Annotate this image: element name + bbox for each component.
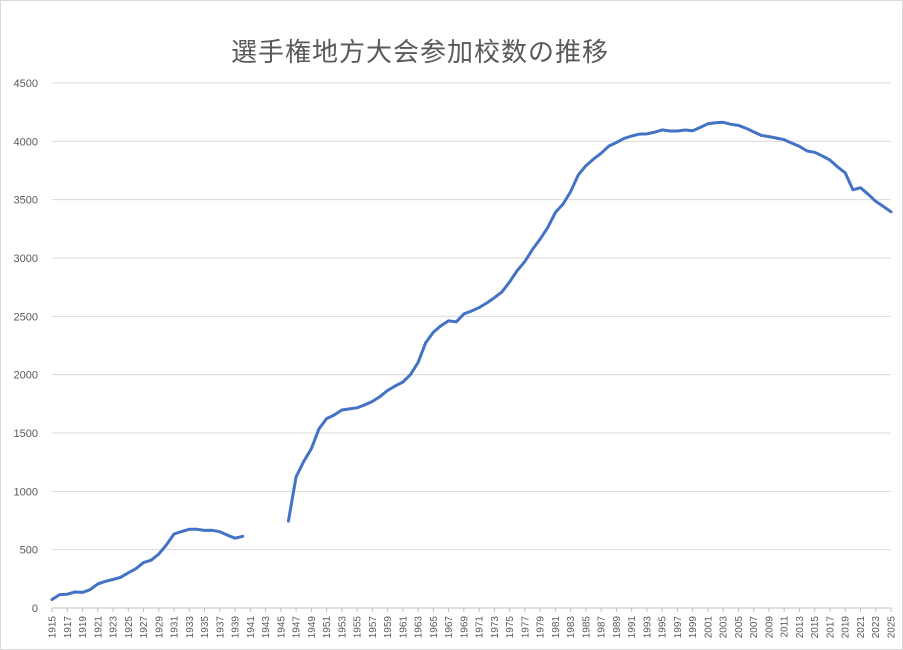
x-tick-label: 1915 xyxy=(48,616,59,639)
y-tick-label: 2000 xyxy=(14,370,38,382)
x-tick-label: 1999 xyxy=(688,616,699,639)
x-tick-label: 1921 xyxy=(93,616,104,639)
x-tick-label: 2025 xyxy=(887,616,898,639)
x-tick-label: 1935 xyxy=(200,616,211,639)
x-tick-label: 2007 xyxy=(749,616,760,639)
x-tick-label: 1919 xyxy=(78,616,89,639)
x-tick-label: 1931 xyxy=(170,616,181,639)
y-tick-label: 3000 xyxy=(14,253,38,265)
x-tick-label: 2001 xyxy=(703,616,714,639)
x-tick-label: 2021 xyxy=(856,616,867,639)
x-tick-label: 1983 xyxy=(566,616,577,639)
x-tick-label: 1961 xyxy=(398,616,409,639)
x-tick-label: 1953 xyxy=(337,616,348,639)
x-tick-label: 2015 xyxy=(810,616,821,639)
y-tick-label: 1000 xyxy=(14,486,38,498)
series-line xyxy=(286,120,893,523)
x-tick-label: 1963 xyxy=(414,616,425,639)
x-tick-label: 2009 xyxy=(764,616,775,639)
y-tick-label: 1500 xyxy=(14,428,38,440)
y-tick-label: 4500 xyxy=(14,78,38,90)
x-tick-label: 1975 xyxy=(505,616,516,639)
x-tick-label: 1959 xyxy=(383,616,394,639)
x-tick-label: 1969 xyxy=(459,616,470,639)
x-tick-label: 1943 xyxy=(261,616,272,639)
y-axis: 0 500 1000 1500 2000 2500 3000 3500 4000 4500 xyxy=(14,78,38,615)
x-tick-label: 1957 xyxy=(368,616,379,639)
x-tick-label: 1993 xyxy=(642,616,653,639)
x-tick-label: 1945 xyxy=(276,616,287,639)
x-tick-label: 2003 xyxy=(719,616,730,639)
x-tick-label: 1951 xyxy=(322,616,333,639)
x-tick-label: 1987 xyxy=(597,616,608,639)
x-tick-label: 2017 xyxy=(825,616,836,639)
x-tick-label: 1973 xyxy=(490,616,501,639)
x-tick-label: 2019 xyxy=(841,616,852,639)
x-tick-label: 1933 xyxy=(185,616,196,639)
x-tick-label: 1965 xyxy=(429,616,440,639)
x-tick-label: 1947 xyxy=(292,616,303,639)
x-tick-label: 1941 xyxy=(246,616,257,639)
y-tick-label: 4000 xyxy=(14,136,38,148)
x-tick-label: 1927 xyxy=(139,616,150,639)
x-tick-label: 1981 xyxy=(551,616,562,639)
x-tick-label: 1917 xyxy=(63,616,74,639)
x-tick-label: 1939 xyxy=(231,616,242,639)
x-tick-label: 1967 xyxy=(444,616,455,639)
y-tick-label: 2500 xyxy=(14,311,38,323)
x-tick-label: 1995 xyxy=(658,616,669,639)
x-tick-label: 1937 xyxy=(215,616,226,639)
x-tick-label: 1989 xyxy=(612,616,623,639)
x-tick-label: 2005 xyxy=(734,616,745,639)
series-line xyxy=(50,527,245,601)
y-tick-label: 0 xyxy=(32,603,38,615)
x-tick-label: 1991 xyxy=(627,616,638,639)
x-tick-label: 2023 xyxy=(871,616,882,639)
x-tick-label: 1971 xyxy=(475,616,486,639)
x-tick-label: 1923 xyxy=(109,616,120,639)
gridlines xyxy=(52,82,891,609)
x-tick-label: 2011 xyxy=(780,616,791,638)
x-tick-label: 2013 xyxy=(795,616,806,639)
series-lines xyxy=(50,120,893,601)
y-tick-label: 500 xyxy=(20,545,38,557)
x-tick-label: 1997 xyxy=(673,616,684,639)
x-tick-label: 1949 xyxy=(307,616,318,639)
chart-title: 選手権地方大会参加校数の推移 xyxy=(230,38,609,68)
x-tick-label: 1985 xyxy=(581,616,592,639)
x-tick-label: 1929 xyxy=(154,616,165,639)
x-tick-label: 1979 xyxy=(536,616,547,639)
y-tick-label: 3500 xyxy=(14,195,38,207)
x-tick-label: 1925 xyxy=(124,616,135,639)
x-tick-label: 1955 xyxy=(353,616,364,639)
x-tick-label: 1977 xyxy=(520,616,531,639)
x-axis: 1915 1917 1919 1921 1923 1925 1927 1929 1931 1933… xyxy=(48,608,898,638)
